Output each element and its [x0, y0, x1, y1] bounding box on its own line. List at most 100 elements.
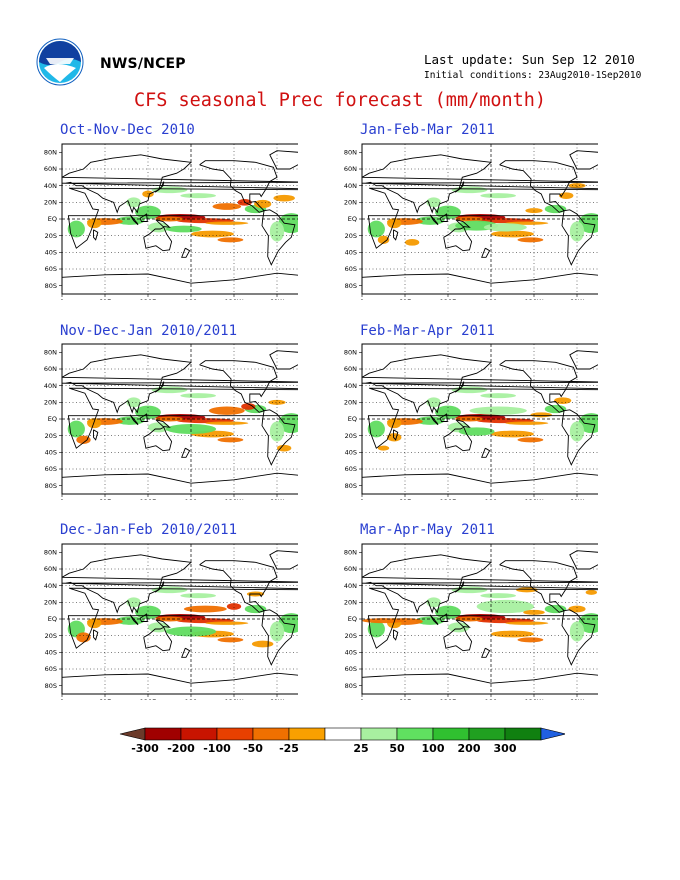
svg-text:-50: -50 — [243, 742, 263, 755]
svg-text:0: 0 — [60, 298, 64, 300]
map-panel-6: 80N 60N 40N 20N EQ 20S 40S 60S 80S 0 60E 120E 180 120… — [338, 540, 598, 700]
svg-text:80S: 80S — [345, 482, 357, 490]
initial-conditions: Initial conditions: 23Aug2010-1Sep2010 — [424, 70, 642, 81]
svg-text:0: 0 — [360, 498, 364, 500]
svg-text:180: 180 — [485, 298, 497, 300]
color-legend: -300 -200 -100 -50 -25 25 50 100 200 300 — [115, 726, 567, 766]
svg-text:120E: 120E — [140, 498, 157, 500]
svg-text:20N: 20N — [44, 199, 57, 207]
svg-text:180: 180 — [185, 698, 197, 700]
svg-text:60S: 60S — [45, 265, 57, 273]
svg-text:80N: 80N — [344, 149, 357, 157]
last-update: Last update: Sun Sep 12 2010 — [424, 52, 635, 67]
svg-text:120W: 120W — [525, 698, 544, 700]
svg-text:60S: 60S — [345, 465, 357, 473]
svg-text:20S: 20S — [45, 232, 57, 240]
svg-text:60W: 60W — [570, 298, 585, 300]
svg-text:-100: -100 — [203, 742, 231, 755]
map-panel-1: 80N 60N 40N 20N EQ 20S 40S 60S 80S 0 60E 120E 180 120… — [38, 140, 298, 300]
svg-text:60S: 60S — [345, 665, 357, 673]
svg-text:60W: 60W — [270, 298, 285, 300]
svg-text:25: 25 — [353, 742, 368, 755]
svg-text:40S: 40S — [345, 449, 357, 457]
svg-text:180: 180 — [485, 698, 497, 700]
svg-text:60N: 60N — [344, 365, 357, 373]
svg-text:60E: 60E — [399, 498, 411, 500]
panel-title-2: Jan-Feb-Mar 2011 — [360, 122, 495, 138]
svg-text:80S: 80S — [345, 682, 357, 690]
svg-text:60E: 60E — [99, 298, 111, 300]
svg-text:40S: 40S — [45, 249, 57, 257]
svg-text:40S: 40S — [345, 649, 357, 657]
svg-text:20S: 20S — [345, 432, 357, 440]
svg-text:EQ: EQ — [48, 215, 57, 223]
svg-text:60N: 60N — [344, 165, 357, 173]
svg-text:-300: -300 — [131, 742, 159, 755]
svg-text:40N: 40N — [44, 582, 57, 590]
svg-text:20N: 20N — [44, 399, 57, 407]
svg-text:-25: -25 — [279, 742, 299, 755]
svg-text:180: 180 — [185, 498, 197, 500]
svg-text:120E: 120E — [440, 698, 457, 700]
svg-text:EQ: EQ — [348, 215, 357, 223]
svg-text:180: 180 — [485, 498, 497, 500]
panel-title-4: Feb-Mar-Apr 2011 — [360, 323, 495, 339]
svg-text:120W: 120W — [225, 498, 244, 500]
svg-text:120W: 120W — [525, 498, 544, 500]
panel-title-3: Nov-Dec-Jan 2010/2011 — [60, 323, 238, 339]
panel-title-1: Oct-Nov-Dec 2010 — [60, 122, 195, 138]
svg-text:60S: 60S — [345, 265, 357, 273]
svg-text:100: 100 — [422, 742, 445, 755]
svg-text:60N: 60N — [44, 565, 57, 573]
svg-text:60E: 60E — [399, 298, 411, 300]
svg-text:-200: -200 — [167, 742, 195, 755]
svg-text:300: 300 — [494, 742, 517, 755]
map-panel-3: 80N 60N 40N 20N EQ 20S 40S 60S 80S 0 60E 120E 180 120… — [38, 340, 298, 500]
panel-title-6: Mar-Apr-May 2011 — [360, 522, 495, 538]
svg-text:80N: 80N — [44, 149, 57, 157]
org-name: NWS/NCEP — [100, 56, 186, 72]
svg-text:120E: 120E — [140, 298, 157, 300]
svg-text:40N: 40N — [344, 182, 357, 190]
svg-text:0: 0 — [360, 298, 364, 300]
svg-text:20N: 20N — [344, 399, 357, 407]
svg-text:40N: 40N — [44, 182, 57, 190]
svg-text:80S: 80S — [45, 682, 57, 690]
svg-text:40S: 40S — [45, 649, 57, 657]
svg-text:20N: 20N — [344, 599, 357, 607]
svg-text:80N: 80N — [344, 549, 357, 557]
svg-text:60E: 60E — [99, 698, 111, 700]
svg-text:120E: 120E — [440, 498, 457, 500]
svg-text:40S: 40S — [345, 249, 357, 257]
svg-text:40N: 40N — [344, 582, 357, 590]
svg-text:60W: 60W — [270, 698, 285, 700]
svg-text:EQ: EQ — [48, 615, 57, 623]
page-title: CFS seasonal Prec forecast (mm/month) — [133, 90, 547, 111]
svg-text:200: 200 — [458, 742, 481, 755]
svg-text:60S: 60S — [45, 465, 57, 473]
svg-text:80S: 80S — [45, 482, 57, 490]
svg-text:60E: 60E — [99, 498, 111, 500]
svg-text:40N: 40N — [44, 382, 57, 390]
svg-text:20S: 20S — [345, 232, 357, 240]
noaa-logo — [36, 38, 84, 86]
svg-text:0: 0 — [360, 698, 364, 700]
svg-text:40S: 40S — [45, 449, 57, 457]
svg-text:60N: 60N — [44, 365, 57, 373]
svg-text:60W: 60W — [270, 498, 285, 500]
svg-text:0: 0 — [60, 498, 64, 500]
svg-text:20N: 20N — [44, 599, 57, 607]
svg-text:20S: 20S — [345, 632, 357, 640]
map-panel-2: 80N 60N 40N 20N EQ 20S 40S 60S 80S 0 60E 120E 180 120… — [338, 140, 598, 300]
map-panel-4: 80N 60N 40N 20N EQ 20S 40S 60S 80S 0 60E 120E 180 120… — [338, 340, 598, 500]
svg-text:20S: 20S — [45, 632, 57, 640]
svg-text:80N: 80N — [44, 549, 57, 557]
svg-text:EQ: EQ — [48, 415, 57, 423]
svg-text:20N: 20N — [344, 199, 357, 207]
svg-text:80N: 80N — [344, 349, 357, 357]
svg-text:120W: 120W — [225, 698, 244, 700]
map-panel-5: 80N 60N 40N 20N EQ 20S 40S 60S 80S 0 60E 120E 180 120… — [38, 540, 298, 700]
svg-text:60S: 60S — [45, 665, 57, 673]
svg-text:EQ: EQ — [348, 415, 357, 423]
svg-text:80N: 80N — [44, 349, 57, 357]
